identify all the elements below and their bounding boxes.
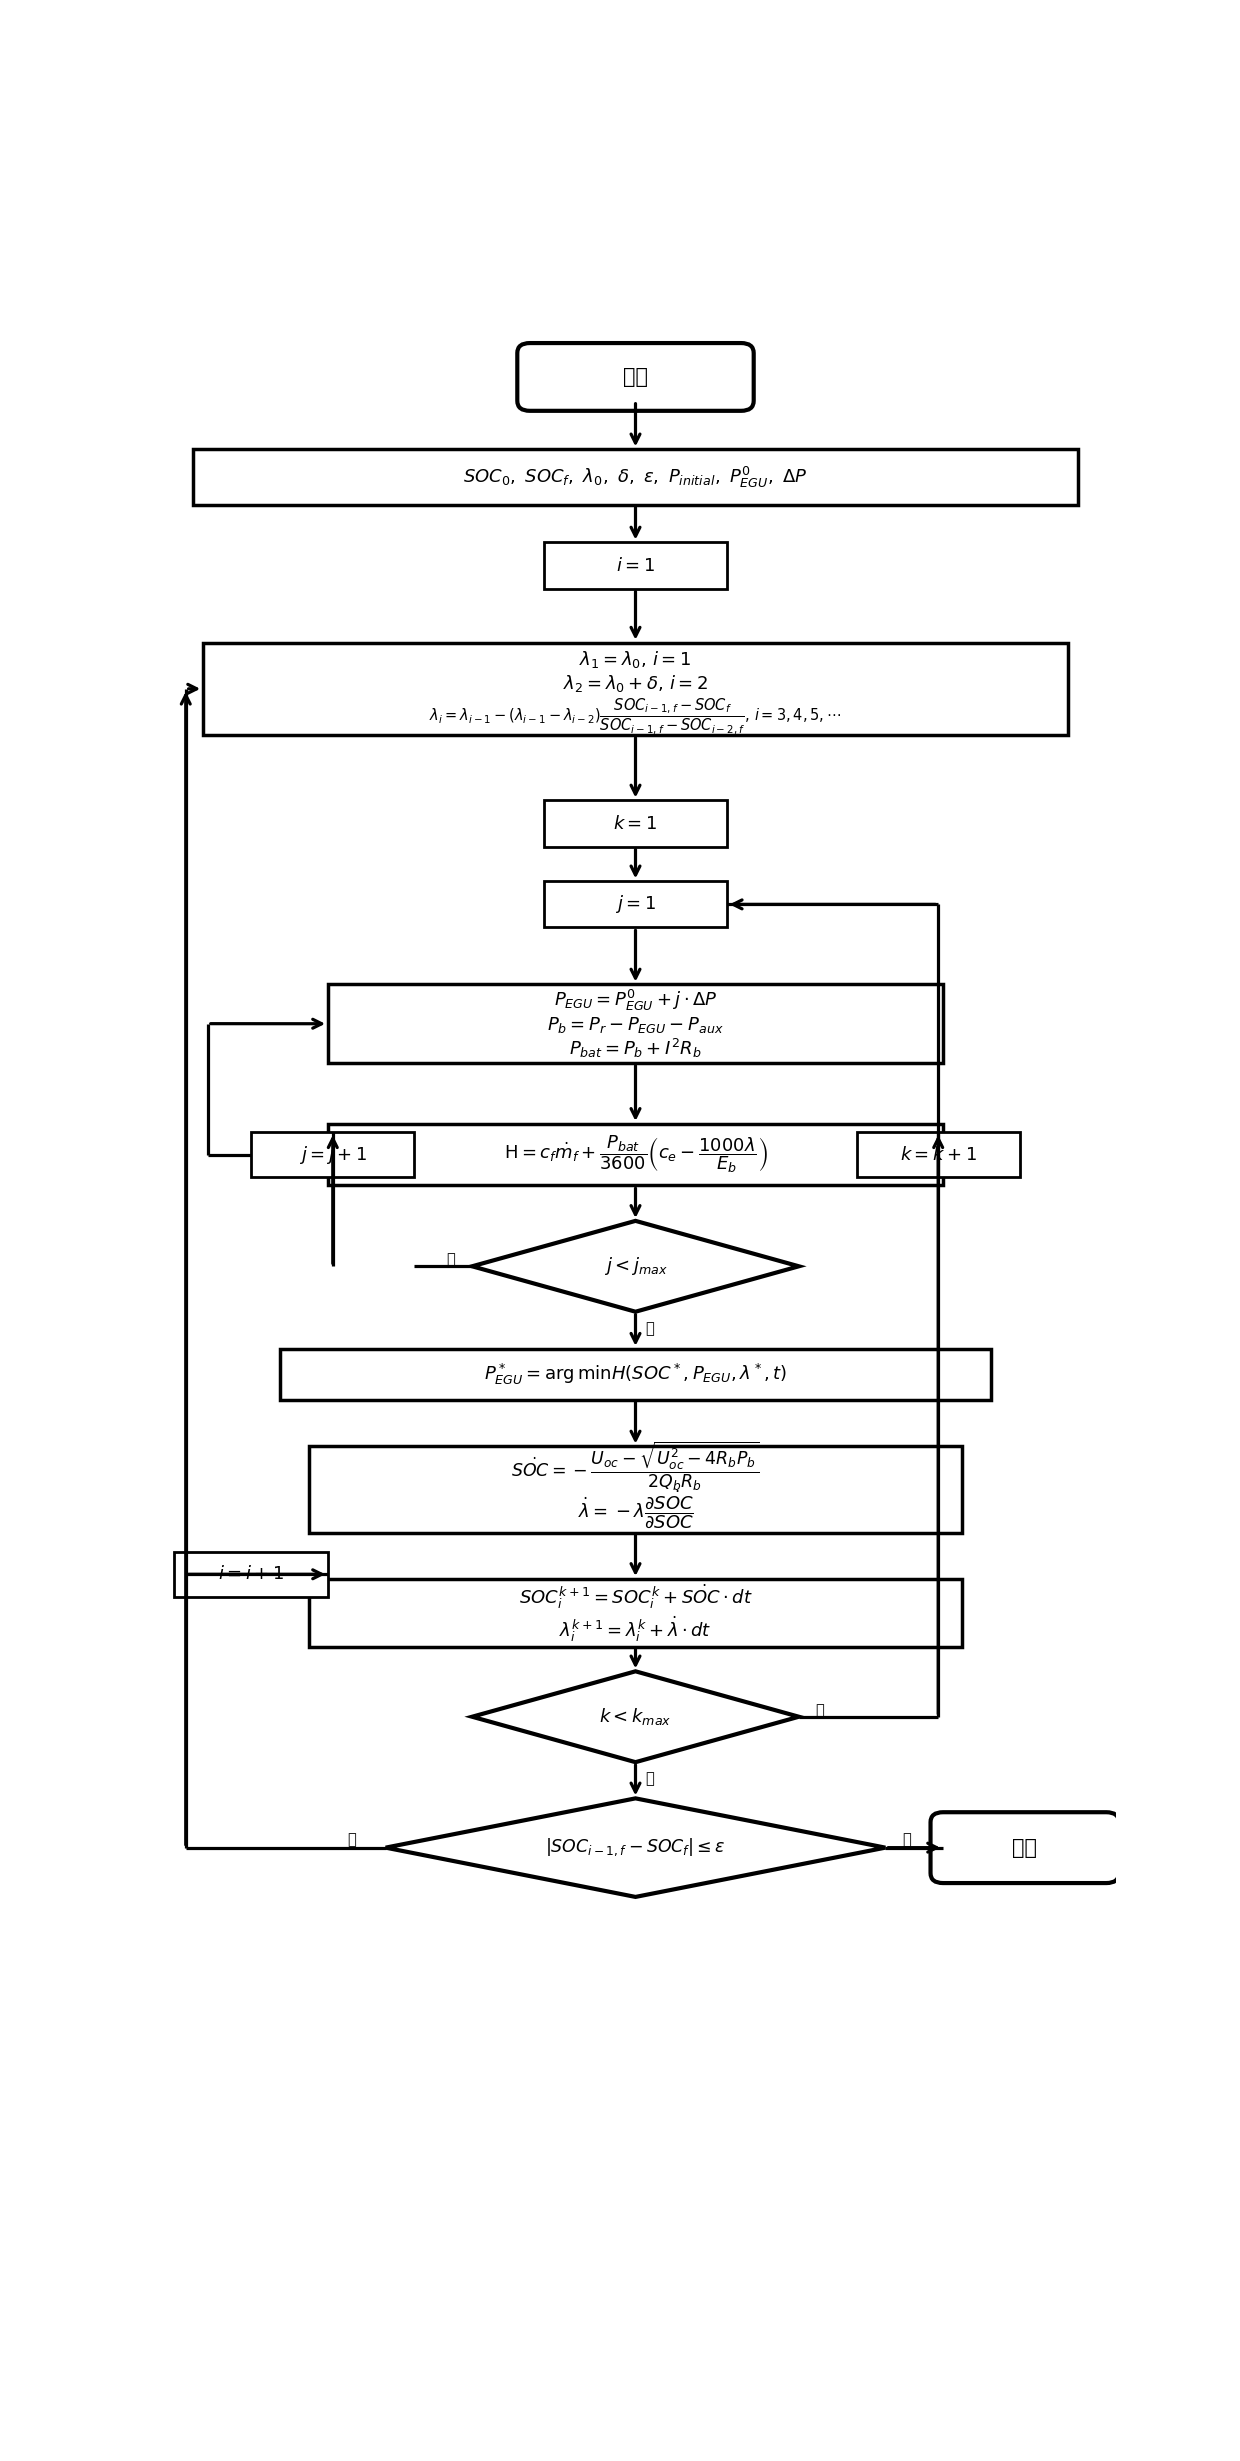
- FancyBboxPatch shape: [309, 1580, 962, 1646]
- Text: $SOC_0,\ SOC_f,\ \lambda_0,\ \delta,\ \varepsilon,\ P_{initial},\ P^0_{EGU},\ \D: $SOC_0,\ SOC_f,\ \lambda_0,\ \delta,\ \v…: [464, 465, 807, 490]
- FancyBboxPatch shape: [544, 881, 727, 928]
- Text: $k<k_{max}$: $k<k_{max}$: [599, 1705, 672, 1728]
- Text: $i=1$: $i=1$: [616, 556, 655, 573]
- Text: $\lambda_2=\lambda_0+\delta,\,i=2$: $\lambda_2=\lambda_0+\delta,\,i=2$: [563, 672, 708, 694]
- Text: 结束: 结束: [1012, 1838, 1037, 1858]
- Text: 是: 是: [347, 1833, 356, 1848]
- Text: 否: 否: [646, 1322, 655, 1336]
- Text: $j<j_{max}$: $j<j_{max}$: [604, 1255, 667, 1277]
- FancyBboxPatch shape: [193, 450, 1078, 505]
- Text: $P_b=P_r-P_{EGU}-P_{aux}$: $P_b=P_r-P_{EGU}-P_{aux}$: [547, 1014, 724, 1034]
- Text: $P_{bat}=P_b+I^2R_b$: $P_{bat}=P_b+I^2R_b$: [569, 1036, 702, 1061]
- Text: $P^*_{EGU}=\arg\min H(SOC^*,P_{EGU},\lambda^*,t)$: $P^*_{EGU}=\arg\min H(SOC^*,P_{EGU},\lam…: [484, 1361, 787, 1386]
- FancyBboxPatch shape: [930, 1811, 1118, 1883]
- Text: 否: 否: [646, 1772, 655, 1787]
- Text: $i=i+1$: $i=i+1$: [218, 1565, 284, 1582]
- Text: $\lambda^{k+1}_i=\lambda^k_i+\dot{\lambda}\cdot dt$: $\lambda^{k+1}_i=\lambda^k_i+\dot{\lambd…: [559, 1614, 712, 1644]
- Text: 是: 是: [816, 1703, 825, 1718]
- Text: $\lambda_i=\lambda_{i-1}-(\lambda_{i-1}-\lambda_{i-2})\dfrac{SOC_{i-1,f}-SOC_f}{: $\lambda_i=\lambda_{i-1}-(\lambda_{i-1}-…: [429, 696, 842, 736]
- Text: 是: 是: [446, 1253, 455, 1267]
- FancyBboxPatch shape: [327, 1125, 942, 1186]
- FancyBboxPatch shape: [544, 541, 727, 588]
- FancyBboxPatch shape: [327, 984, 942, 1063]
- Text: 否: 否: [903, 1833, 911, 1848]
- Text: $\dot{\lambda}=-\lambda\dfrac{\partial\dot{SOC}}{\partial SOC}$: $\dot{\lambda}=-\lambda\dfrac{\partial\d…: [578, 1489, 693, 1531]
- Text: $k=k+1$: $k=k+1$: [900, 1147, 977, 1164]
- Text: $\lambda_1=\lambda_0,\,i=1$: $\lambda_1=\lambda_0,\,i=1$: [579, 650, 692, 669]
- Text: $j=j+1$: $j=j+1$: [299, 1144, 367, 1167]
- Text: $\mathrm{H}=c_f\dot{m}_f+\dfrac{P_{bat}}{3600}\left(c_e-\dfrac{1000\lambda}{E_b}: $\mathrm{H}=c_f\dot{m}_f+\dfrac{P_{bat}}…: [503, 1135, 768, 1176]
- Polygon shape: [386, 1799, 885, 1897]
- Polygon shape: [472, 1221, 799, 1312]
- Text: $SOC^{k+1}_i=SOC^k_i+\dot{SOC}\cdot dt$: $SOC^{k+1}_i=SOC^k_i+\dot{SOC}\cdot dt$: [518, 1582, 753, 1612]
- Text: $\dot{SOC}=-\dfrac{U_{oc}-\sqrt{U^2_{oc}-4R_bP_b}}{2Q_bR_b}$: $\dot{SOC}=-\dfrac{U_{oc}-\sqrt{U^2_{oc}…: [511, 1440, 760, 1494]
- Text: $k=1$: $k=1$: [614, 815, 657, 832]
- FancyBboxPatch shape: [203, 642, 1068, 736]
- FancyBboxPatch shape: [280, 1349, 991, 1400]
- Text: 开始: 开始: [622, 367, 649, 386]
- FancyBboxPatch shape: [544, 800, 727, 847]
- Polygon shape: [472, 1671, 799, 1762]
- FancyBboxPatch shape: [517, 342, 754, 411]
- Text: $|SOC_{i-1,f}-SOC_f|\leq\varepsilon$: $|SOC_{i-1,f}-SOC_f|\leq\varepsilon$: [546, 1836, 725, 1858]
- FancyBboxPatch shape: [857, 1132, 1021, 1176]
- FancyBboxPatch shape: [250, 1132, 414, 1176]
- FancyBboxPatch shape: [174, 1553, 327, 1597]
- Text: $P_{EGU}=P^0_{EGU}+j\cdot\Delta P$: $P_{EGU}=P^0_{EGU}+j\cdot\Delta P$: [554, 987, 717, 1014]
- FancyBboxPatch shape: [309, 1447, 962, 1533]
- Text: $j=1$: $j=1$: [615, 893, 656, 915]
